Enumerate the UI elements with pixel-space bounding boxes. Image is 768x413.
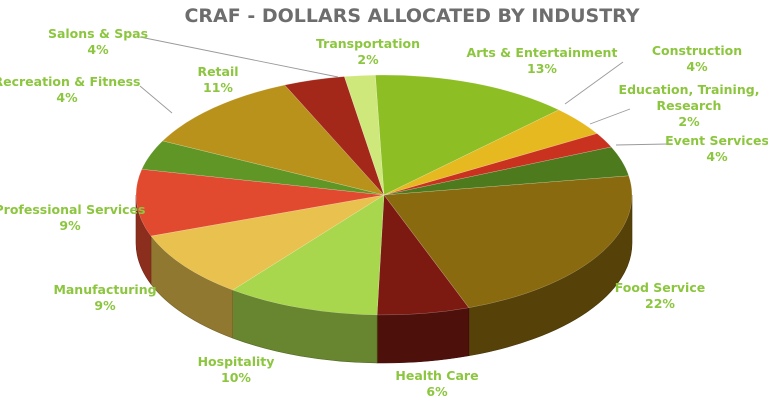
slice-side-health-care [376, 307, 470, 364]
slice-label-education-training-research: Education, Training, Research 2% [619, 82, 760, 129]
chart-title: CRAF - DOLLARS ALLOCATED BY INDUSTRY [184, 5, 639, 27]
slice-manufacturing [150, 194, 385, 291]
slice-label-retail: Retail 11% [197, 64, 238, 95]
pie-sides [135, 194, 633, 364]
slice-education-training-research [383, 133, 612, 196]
slice-label-food-service: Food Service 22% [615, 280, 705, 311]
slice-label-arts-entertainment: Arts & Entertainment 13% [467, 45, 618, 76]
slice-label-professional-services: Professional Services 9% [0, 202, 145, 233]
slice-salons-spas [284, 76, 385, 196]
slice-hospitality [232, 194, 385, 316]
slice-label-transportation: Transportation 2% [316, 36, 420, 67]
leader-line-education-training-research [589, 108, 631, 125]
slice-label-hospitality: Hospitality 10% [198, 354, 275, 385]
leader-line-recreation-fitness [139, 85, 173, 114]
slice-food-service [383, 175, 633, 309]
slice-recreation-fitness [141, 140, 385, 196]
leader-line-salons-spas [139, 36, 339, 78]
slice-professional-services [135, 168, 385, 237]
slice-label-construction: Construction 4% [652, 43, 742, 74]
slice-health-care [376, 194, 470, 316]
slice-labels: Arts & Entertainment 13% Construction 4% Edu… [0, 26, 768, 399]
slice-label-health-care: Health Care 6% [395, 368, 478, 399]
slice-label-event-services: Event Services 4% [665, 133, 768, 164]
leader-line-construction [564, 61, 624, 105]
slice-label-recreation-fitness: Recreation & Fitness 4% [0, 74, 141, 105]
leader-line-event-services [615, 143, 669, 146]
slice-arts-entertainment [375, 74, 560, 196]
pie-tops [135, 74, 633, 316]
slice-label-manufacturing: Manufacturing 9% [53, 282, 156, 313]
leader-lines [139, 36, 669, 146]
slice-label-salons-spas: Salons & Spas 4% [48, 26, 148, 57]
slice-event-services [383, 146, 630, 196]
slice-construction [383, 109, 598, 196]
slice-transportation [344, 74, 385, 196]
slice-retail [162, 84, 385, 196]
